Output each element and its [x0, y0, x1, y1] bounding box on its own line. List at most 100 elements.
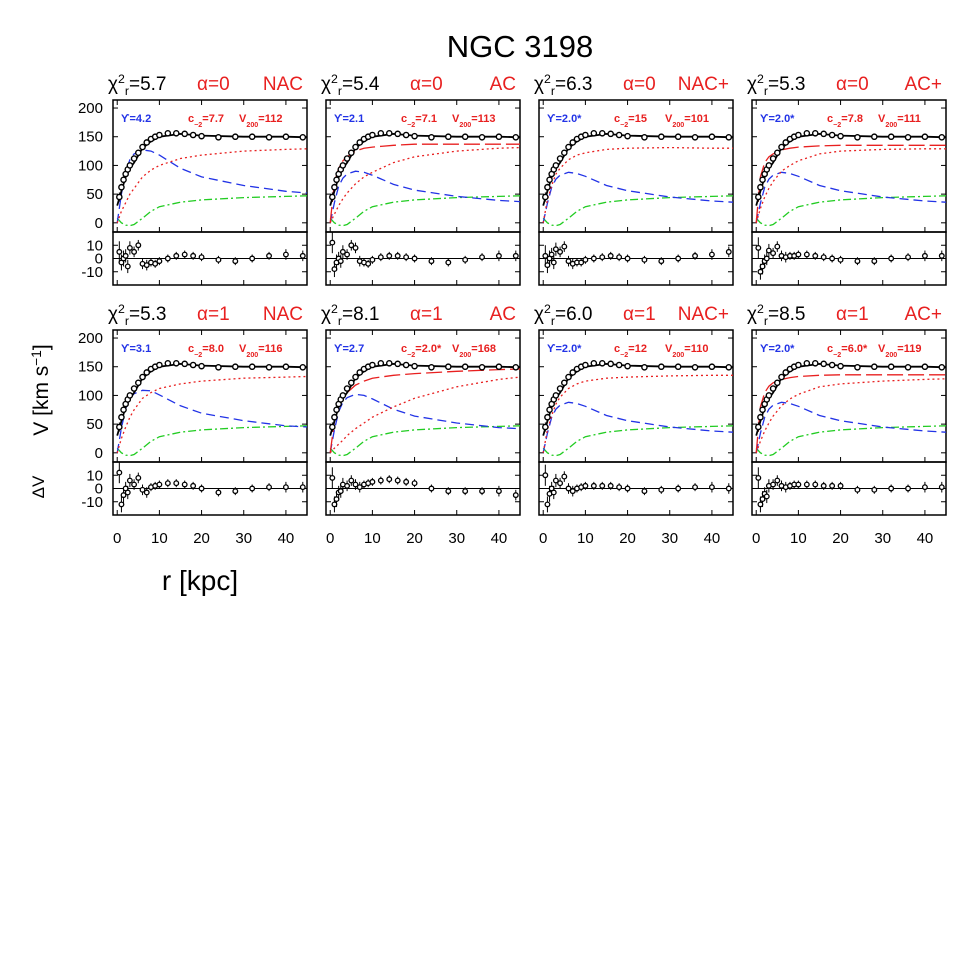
data-point: [828, 361, 836, 369]
data-point: [181, 360, 188, 368]
residual-point: [692, 484, 698, 491]
residual-point: [479, 254, 485, 261]
data-point: [428, 134, 435, 141]
param-c-part: =8.0: [202, 343, 224, 355]
residual-point: [725, 485, 732, 492]
data-point: [385, 129, 393, 137]
residual-point: [356, 484, 363, 491]
param-c-part: c: [614, 343, 620, 355]
residual-point: [557, 248, 564, 255]
panel: [325, 99, 521, 286]
param-upsilon: ϒ=2.0*: [547, 343, 582, 355]
panel-header-part: =5.4: [342, 74, 380, 95]
data-point: [135, 379, 142, 387]
y-tick-label: 100: [78, 387, 103, 404]
panel-header-part: =8.5: [768, 304, 806, 325]
residual-point: [658, 258, 665, 265]
y-tick-label: 10: [86, 237, 103, 254]
data-point: [615, 131, 623, 139]
data-point: [126, 162, 134, 169]
data-point: [445, 363, 452, 371]
param-v200-part: =119: [897, 343, 921, 355]
data-point: [478, 364, 486, 371]
data-point: [172, 359, 180, 367]
x-tick-label: 40: [917, 530, 934, 547]
param-c: c−2=7.1: [401, 113, 437, 129]
param-v200: V200=119: [878, 343, 921, 359]
residual-point: [344, 482, 351, 489]
residual-point: [403, 254, 410, 261]
residual-point: [590, 482, 597, 489]
curve-gas: [329, 195, 520, 227]
residual-point: [765, 247, 772, 254]
y-axis-label-part: −1: [29, 350, 44, 366]
residual-point: [829, 255, 836, 262]
data-point: [369, 361, 376, 369]
x-tick-label: 10: [364, 530, 381, 547]
data-point: [769, 385, 777, 392]
data-point: [116, 423, 123, 431]
y-tick-label: 0: [95, 215, 103, 232]
param-c-part: −2: [407, 351, 415, 359]
data-point: [674, 363, 682, 371]
panel-header: χ2r=6.0: [534, 302, 593, 328]
param-c-part: c: [401, 343, 407, 355]
data-point: [782, 369, 790, 376]
data-point: [198, 132, 205, 140]
param-c: c−2=7.8: [827, 113, 863, 129]
data-point: [428, 364, 435, 371]
residual-point: [854, 486, 861, 493]
param-v200-part: 200: [672, 121, 684, 129]
data-point: [352, 373, 359, 381]
residual-point: [616, 484, 623, 491]
param-v200-part: 200: [459, 121, 471, 129]
residual-point: [550, 259, 557, 266]
data-point: [674, 133, 682, 141]
param-v200: V200=116: [239, 343, 282, 359]
param-v200: V200=101: [665, 113, 709, 129]
param-c: c−2=15: [614, 113, 647, 129]
residual-point: [708, 251, 715, 258]
data-point: [495, 133, 503, 141]
residual-point: [607, 252, 614, 259]
residual-point: [763, 493, 770, 500]
residual-point: [126, 244, 133, 251]
param-c: c−2=8.0: [188, 343, 224, 359]
data-point: [607, 130, 614, 138]
residual-point: [116, 248, 123, 255]
data-point: [143, 139, 151, 146]
panel-header-part: 2: [118, 302, 125, 316]
data-point: [582, 131, 589, 139]
param-c: c−2=12: [614, 343, 647, 359]
data-point: [118, 183, 125, 191]
x-tick-label: 20: [619, 530, 636, 547]
x-axis-label: r [kpc]: [162, 565, 238, 596]
residual-point: [495, 252, 502, 259]
param-c-part: −2: [620, 351, 628, 359]
residual-point: [386, 476, 393, 483]
data-point: [130, 155, 138, 162]
data-point: [333, 176, 340, 184]
data-point: [854, 364, 861, 371]
panel-header-part: r: [764, 314, 768, 328]
residual-point: [139, 486, 146, 493]
param-c-part: −2: [194, 121, 202, 129]
residual-point: [774, 477, 781, 484]
panel: [538, 329, 734, 516]
param-upsilon: ϒ=3.1: [121, 343, 151, 355]
panel-model: AC+: [905, 74, 943, 95]
residual-point: [428, 258, 435, 265]
param-c-part: c: [827, 113, 833, 125]
x-tick-label: 10: [577, 530, 594, 547]
panel-header-part: 2: [544, 302, 551, 316]
residual-point: [181, 251, 188, 258]
panel-header-part: r: [125, 84, 129, 98]
param-v200-part: V: [665, 343, 673, 355]
curve-gas: [329, 425, 520, 457]
residual-point: [479, 488, 485, 495]
panel-header: χ2r=8.1: [321, 302, 380, 328]
data-point: [331, 413, 338, 421]
data-point: [755, 423, 762, 431]
data-point: [411, 362, 418, 370]
data-point: [658, 133, 665, 141]
